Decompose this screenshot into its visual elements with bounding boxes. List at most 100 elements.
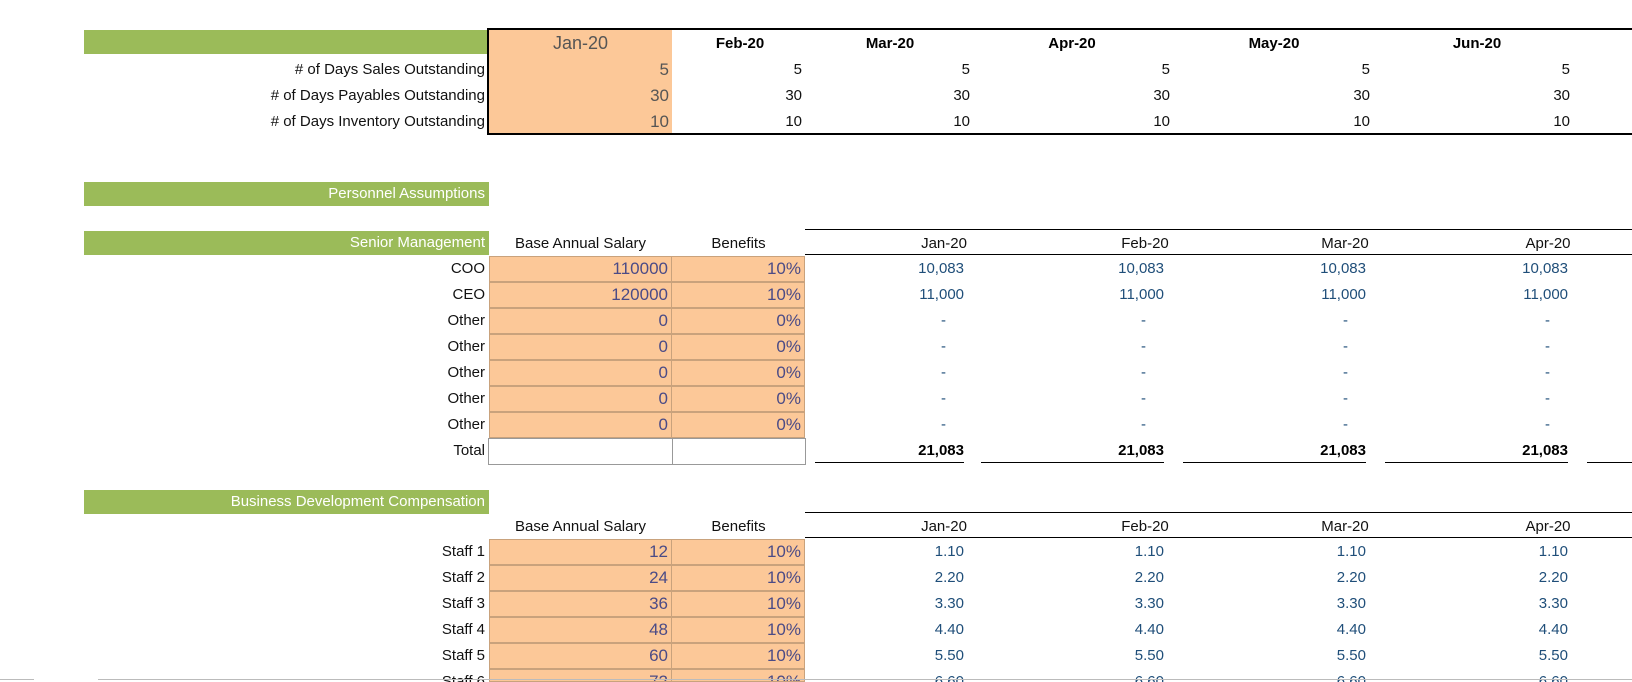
bizdev-benefits-input[interactable]: 10% bbox=[671, 565, 805, 591]
ops-cell[interactable]: 30 bbox=[1553, 87, 1570, 104]
senior-benefits-input[interactable]: 0% bbox=[671, 334, 805, 360]
bizdev-value-cell[interactable]: 5.50 bbox=[1336, 647, 1366, 664]
senior-value-cell[interactable]: 11,000 bbox=[1119, 286, 1164, 303]
ops-cell[interactable]: 10 bbox=[1353, 113, 1370, 130]
bizdev-value-cell[interactable]: 1.10 bbox=[1538, 543, 1568, 560]
senior-value-cell[interactable]: - bbox=[941, 364, 946, 381]
bizdev-value-cell[interactable]: 5.50 bbox=[934, 647, 964, 664]
senior-total-cell[interactable]: 21,083 bbox=[1118, 442, 1164, 459]
senior-salary-input[interactable]: 0 bbox=[489, 360, 672, 386]
bizdev-value-cell[interactable]: 3.30 bbox=[1134, 595, 1164, 612]
bizdev-value-cell[interactable]: 6.60 bbox=[1336, 673, 1366, 682]
bizdev-benefits-input[interactable]: 10% bbox=[671, 617, 805, 643]
bizdev-value-cell[interactable]: 4.40 bbox=[1538, 621, 1568, 638]
senior-benefits-input[interactable]: 0% bbox=[671, 308, 805, 334]
ops-cell[interactable]: 5 bbox=[1561, 61, 1570, 78]
bizdev-value-cell[interactable]: 6.60 bbox=[1538, 673, 1568, 682]
senior-salary-input[interactable]: 0 bbox=[489, 386, 672, 412]
bizdev-value-cell[interactable]: 4.40 bbox=[1134, 621, 1164, 638]
ops-cell-input[interactable]: 10 bbox=[650, 112, 669, 131]
bizdev-value-cell[interactable]: 6.60 bbox=[1134, 673, 1164, 682]
senior-value-cell[interactable]: - bbox=[1545, 338, 1550, 355]
bizdev-benefits-input[interactable]: 10% bbox=[671, 669, 805, 682]
senior-benefits-input[interactable]: 0% bbox=[671, 360, 805, 386]
senior-benefits-input[interactable]: 0% bbox=[671, 386, 805, 412]
senior-value-cell[interactable]: - bbox=[1545, 364, 1550, 381]
senior-value-cell[interactable]: - bbox=[1343, 338, 1348, 355]
ops-cell[interactable]: 5 bbox=[961, 61, 970, 78]
senior-value-cell[interactable]: - bbox=[1545, 416, 1550, 433]
bizdev-value-cell[interactable]: 3.30 bbox=[934, 595, 964, 612]
senior-value-cell[interactable]: 11,000 bbox=[1523, 286, 1568, 303]
bizdev-benefits-input[interactable]: 10% bbox=[671, 591, 805, 617]
senior-value-cell[interactable]: - bbox=[1545, 390, 1550, 407]
ops-cell[interactable]: 5 bbox=[1361, 61, 1370, 78]
ops-cell[interactable]: 10 bbox=[785, 113, 802, 130]
bizdev-value-cell[interactable]: 2.20 bbox=[1134, 569, 1164, 586]
senior-value-cell[interactable]: - bbox=[941, 416, 946, 433]
senior-value-cell[interactable]: - bbox=[1141, 390, 1146, 407]
bizdev-value-cell[interactable]: 5.50 bbox=[1134, 647, 1164, 664]
senior-benefits-input[interactable]: 0% bbox=[671, 412, 805, 438]
bizdev-benefits-input[interactable]: 10% bbox=[671, 643, 805, 669]
senior-value-cell[interactable]: - bbox=[1141, 416, 1146, 433]
senior-salary-input[interactable]: 0 bbox=[489, 334, 672, 360]
senior-value-cell[interactable]: - bbox=[1141, 364, 1146, 381]
bizdev-salary-input[interactable]: 24 bbox=[489, 565, 672, 591]
senior-salary-input[interactable]: 120000 bbox=[489, 282, 672, 308]
senior-value-cell[interactable]: 10,083 bbox=[1320, 260, 1366, 277]
senior-total-cell[interactable]: 21,083 bbox=[918, 442, 964, 459]
bizdev-value-cell[interactable]: 1.10 bbox=[1134, 543, 1164, 560]
senior-value-cell[interactable]: - bbox=[1343, 364, 1348, 381]
senior-value-cell[interactable]: - bbox=[1343, 312, 1348, 329]
ops-cell[interactable]: 30 bbox=[953, 87, 970, 104]
ops-cell[interactable]: 30 bbox=[1353, 87, 1370, 104]
ops-cell[interactable]: 5 bbox=[793, 61, 802, 78]
bizdev-value-cell[interactable]: 6.60 bbox=[934, 673, 964, 682]
senior-value-cell[interactable]: - bbox=[1343, 416, 1348, 433]
bizdev-value-cell[interactable]: 3.30 bbox=[1538, 595, 1568, 612]
bizdev-salary-input[interactable]: 72 bbox=[489, 669, 672, 682]
senior-value-cell[interactable]: - bbox=[1141, 338, 1146, 355]
senior-benefits-input[interactable]: 10% bbox=[671, 282, 805, 308]
bizdev-value-cell[interactable]: 1.10 bbox=[934, 543, 964, 560]
senior-value-cell[interactable]: 10,083 bbox=[1118, 260, 1164, 277]
ops-cell-input[interactable]: 30 bbox=[650, 86, 669, 105]
senior-salary-input[interactable]: 0 bbox=[489, 412, 672, 438]
ops-cell[interactable]: 30 bbox=[1153, 87, 1170, 104]
senior-total-benefits-cell[interactable] bbox=[672, 438, 806, 465]
ops-cell[interactable]: 10 bbox=[1153, 113, 1170, 130]
bizdev-benefits-input[interactable]: 10% bbox=[671, 539, 805, 565]
bizdev-salary-input[interactable]: 48 bbox=[489, 617, 672, 643]
bizdev-salary-input[interactable]: 36 bbox=[489, 591, 672, 617]
bizdev-value-cell[interactable]: 2.20 bbox=[934, 569, 964, 586]
senior-total-cell[interactable]: 21,083 bbox=[1320, 442, 1366, 459]
senior-value-cell[interactable]: - bbox=[1343, 390, 1348, 407]
senior-value-cell[interactable]: - bbox=[941, 390, 946, 407]
senior-salary-input[interactable]: 110000 bbox=[489, 256, 672, 282]
ops-cell[interactable]: 5 bbox=[1161, 61, 1170, 78]
senior-benefits-input[interactable]: 10% bbox=[671, 256, 805, 282]
ops-cell[interactable]: 30 bbox=[785, 87, 802, 104]
senior-salary-input[interactable]: 0 bbox=[489, 308, 672, 334]
senior-value-cell[interactable]: 11,000 bbox=[919, 286, 964, 303]
bizdev-salary-input[interactable]: 60 bbox=[489, 643, 672, 669]
ops-cell[interactable]: 10 bbox=[953, 113, 970, 130]
senior-total-cell[interactable]: 21,083 bbox=[1522, 442, 1568, 459]
senior-value-cell[interactable]: 10,083 bbox=[1522, 260, 1568, 277]
senior-value-cell[interactable]: - bbox=[941, 338, 946, 355]
senior-value-cell[interactable]: - bbox=[941, 312, 946, 329]
senior-value-cell[interactable]: - bbox=[1141, 312, 1146, 329]
bizdev-value-cell[interactable]: 5.50 bbox=[1538, 647, 1568, 664]
bizdev-value-cell[interactable]: 4.40 bbox=[1336, 621, 1366, 638]
ops-cell-input[interactable]: 5 bbox=[659, 60, 669, 79]
bizdev-salary-input[interactable]: 12 bbox=[489, 539, 672, 565]
bizdev-value-cell[interactable]: 4.40 bbox=[934, 621, 964, 638]
bizdev-value-cell[interactable]: 3.30 bbox=[1336, 595, 1366, 612]
ops-cell[interactable]: 10 bbox=[1553, 113, 1570, 130]
senior-value-cell[interactable]: 11,000 bbox=[1321, 286, 1366, 303]
senior-total-salary-cell[interactable] bbox=[488, 438, 673, 465]
senior-value-cell[interactable]: 10,083 bbox=[918, 260, 964, 277]
senior-value-cell[interactable]: - bbox=[1545, 312, 1550, 329]
bizdev-value-cell[interactable]: 2.20 bbox=[1336, 569, 1366, 586]
